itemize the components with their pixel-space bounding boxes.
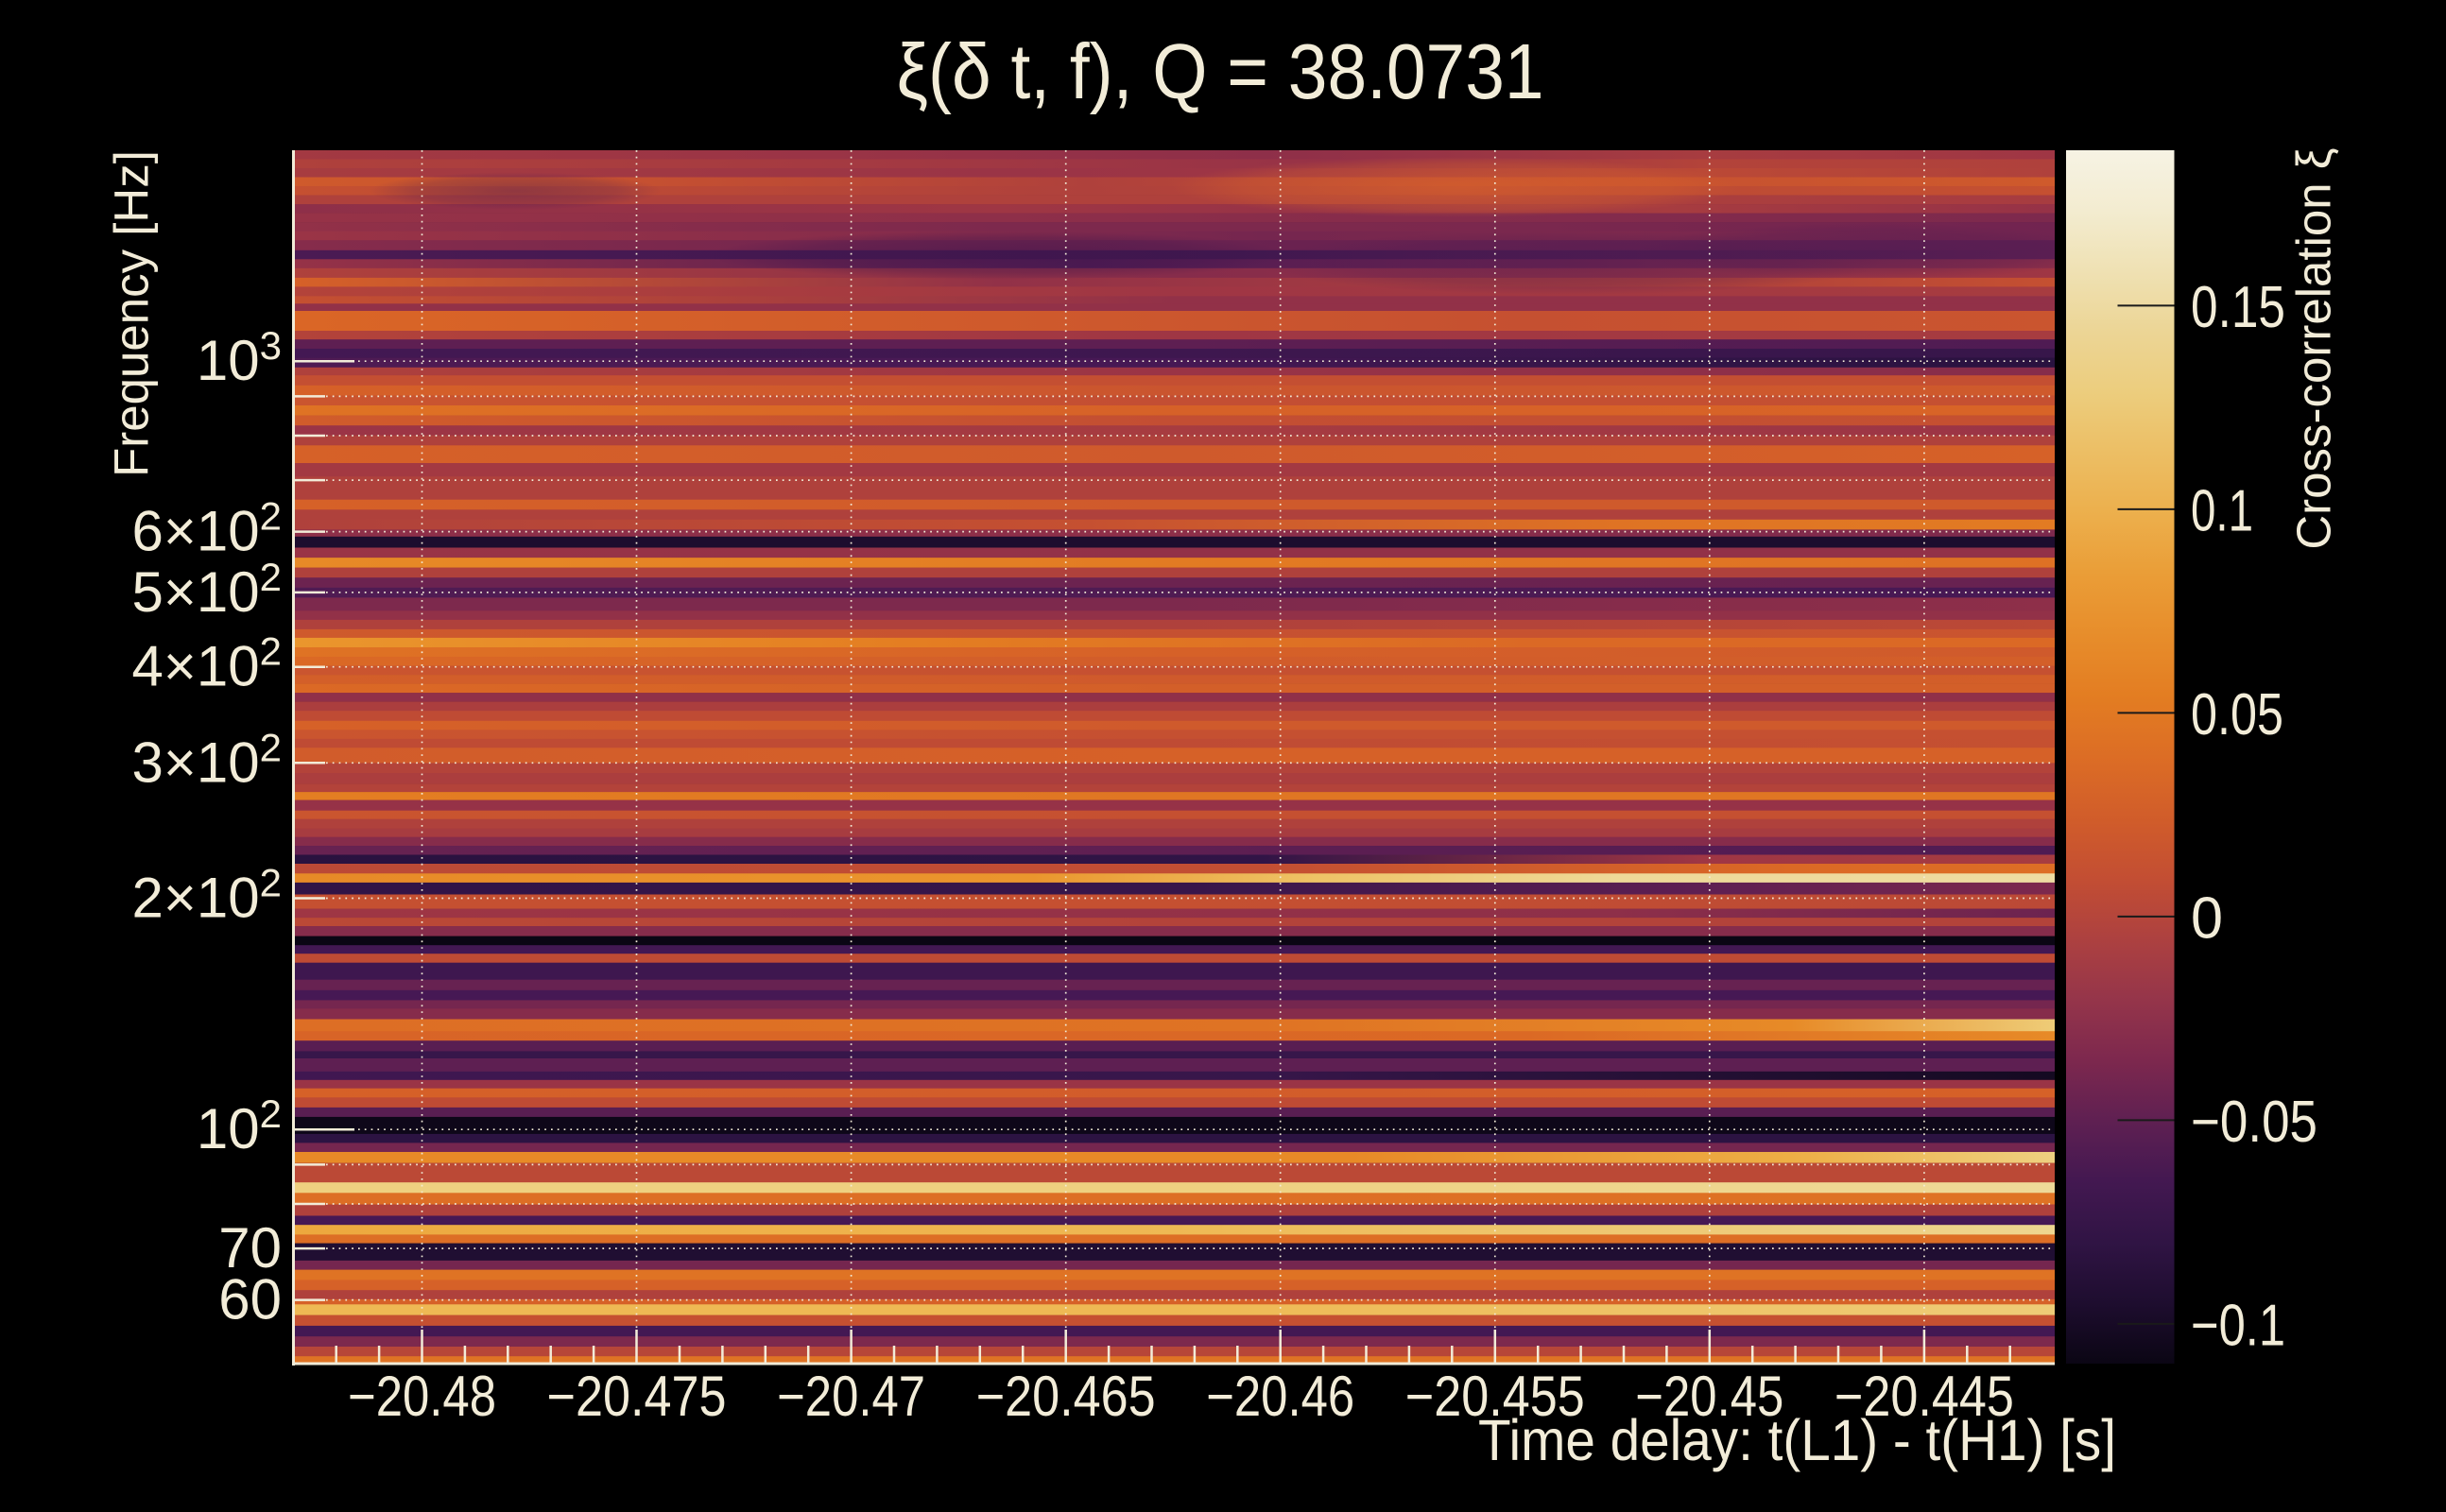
svg-text:Time delay: t(L1) - t(H1) [s]: Time delay: t(L1) - t(H1) [s] [1478, 1408, 2116, 1472]
svg-text:−20.45: −20.45 [1635, 1365, 1783, 1428]
svg-text:103: 103 [197, 323, 282, 392]
svg-text:0.1: 0.1 [2191, 478, 2253, 543]
svg-text:3×102: 3×102 [131, 725, 282, 794]
svg-text:0.15: 0.15 [2191, 275, 2285, 340]
svg-text:70: 70 [218, 1216, 282, 1280]
svg-text:0: 0 [2191, 885, 2223, 951]
svg-text:Cross-correlation ξ: Cross-correlation ξ [2287, 147, 2341, 549]
svg-text:−20.46: −20.46 [1206, 1365, 1354, 1428]
svg-text:2×102: 2×102 [131, 861, 282, 930]
svg-text:−0.1: −0.1 [2191, 1293, 2285, 1358]
svg-text:Frequency [Hz]: Frequency [Hz] [105, 150, 159, 477]
svg-text:−20.47: −20.47 [777, 1365, 925, 1428]
svg-text:−20.455: −20.455 [1405, 1365, 1585, 1428]
svg-text:−20.445: −20.445 [1834, 1365, 2014, 1428]
svg-text:4×102: 4×102 [131, 629, 282, 698]
svg-text:−20.48: −20.48 [348, 1365, 496, 1428]
svg-text:−20.475: −20.475 [547, 1365, 727, 1428]
svg-text:ξ(δ t, f), Q = 38.0731: ξ(δ t, f), Q = 38.0731 [897, 27, 1544, 115]
svg-text:60: 60 [218, 1268, 282, 1332]
svg-text:−20.465: −20.465 [976, 1365, 1156, 1428]
svg-text:−0.05: −0.05 [2191, 1090, 2317, 1155]
svg-text:5×102: 5×102 [131, 555, 282, 624]
svg-text:6×102: 6×102 [131, 494, 282, 563]
svg-text:0.05: 0.05 [2191, 682, 2283, 747]
